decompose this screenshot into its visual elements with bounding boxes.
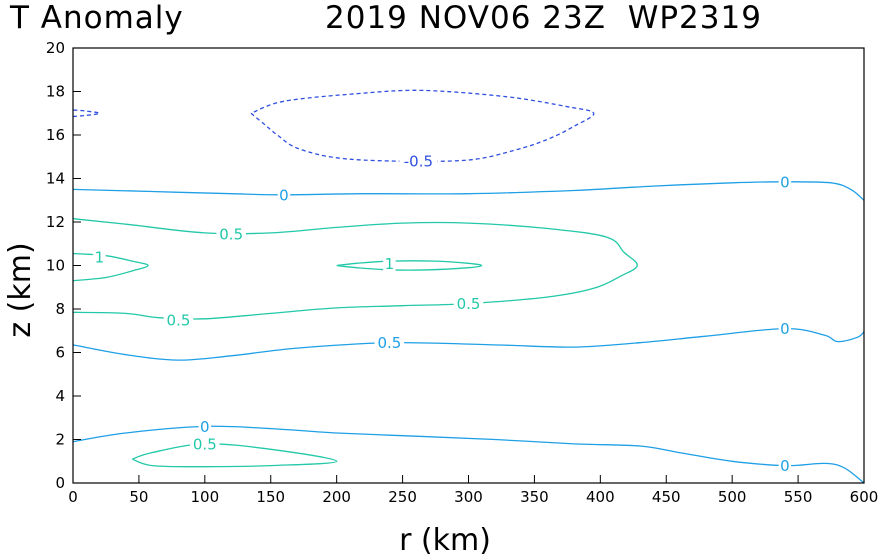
y-tick-label: 20 — [46, 39, 65, 57]
contour-label-bg — [198, 418, 212, 435]
x-axis-label: r (km) — [399, 523, 491, 558]
y-tick-label: 16 — [46, 126, 65, 144]
contour-label: 1 — [385, 255, 395, 273]
y-tick-label: 8 — [55, 300, 65, 318]
contour-label-bg — [163, 311, 194, 328]
x-tick-label: 500 — [718, 488, 747, 506]
contour-line-neg-left — [72, 109, 101, 118]
contour-label-bg — [383, 255, 396, 272]
plot-frame — [72, 47, 865, 484]
y-tick-label: 6 — [55, 344, 65, 362]
x-tick-label: 100 — [191, 488, 220, 506]
chart-subtitle: 2019 NOV06 23Z WP2319 — [325, 0, 762, 36]
y-tick-label: 14 — [46, 170, 65, 188]
contour-label-bg — [453, 295, 484, 312]
y-axis: 0 2 4 6 8 10 12 14 16 18 20 — [46, 39, 81, 492]
y-tick-label: 10 — [46, 257, 65, 275]
contour-label: 0.5 — [193, 435, 217, 453]
contour-label-bg — [93, 248, 106, 265]
contour-label: 0 — [780, 457, 790, 475]
x-tick-label: 0 — [68, 488, 78, 506]
contour-line-pos-low — [132, 443, 338, 468]
contour-label-bg — [374, 334, 405, 351]
x-axis: 0 50 100 150 200 250 300 350 400 450 500 550 600 — [68, 475, 878, 506]
contour-label: -0.5 — [404, 153, 433, 171]
contour-label-bg — [190, 435, 220, 452]
x-tick-label: 350 — [520, 488, 549, 506]
contour-label: 0.5 — [167, 311, 191, 329]
contour-label: 0.5 — [219, 225, 243, 243]
x-tick-label: 600 — [850, 488, 879, 506]
contour-line-zero-low — [72, 425, 865, 484]
contour-label-bg — [778, 173, 792, 190]
contour-label: 0 — [279, 186, 289, 204]
x-tick-label: 450 — [652, 488, 681, 506]
contour-line-zero-6 — [72, 327, 865, 361]
contour-label-bg — [277, 186, 291, 203]
x-tick-label: 200 — [322, 488, 351, 506]
contour-line-pos-one-center — [336, 260, 483, 271]
contour-label-bg — [778, 457, 792, 474]
y-tick-label: 2 — [55, 431, 65, 449]
contour-line-pos-one-left — [72, 252, 149, 282]
contour-label-bg — [216, 225, 246, 242]
x-tick-label: 400 — [586, 488, 615, 506]
contour-label-bg — [399, 153, 438, 170]
chart-title: T Anomaly — [10, 0, 184, 36]
x-tick-label: 250 — [388, 488, 417, 506]
contour-line-zero-14 — [72, 181, 865, 201]
contour-label-bg — [778, 320, 792, 337]
contour-label: 1 — [95, 248, 105, 266]
contour-label: 0 — [200, 418, 210, 436]
x-tick-label: 300 — [454, 488, 483, 506]
y-tick-label: 18 — [46, 83, 65, 101]
plot-border — [72, 47, 865, 484]
contour-label: 0 — [780, 320, 790, 338]
y-tick-label: 12 — [46, 213, 65, 231]
x-tick-label: 150 — [256, 488, 285, 506]
contour-label: 0.5 — [457, 295, 481, 313]
y-tick-label: 0 — [55, 474, 65, 492]
y-axis-label: z (km) — [3, 242, 38, 337]
x-tick-label: 550 — [784, 488, 813, 506]
contour-line-neg-upper — [250, 89, 595, 163]
contour-label: 0.5 — [377, 334, 401, 352]
contour-label: 0 — [780, 173, 790, 191]
contour-line-pos-upper-half — [72, 218, 638, 320]
x-tick-label: 50 — [129, 488, 148, 506]
y-tick-label: 4 — [55, 387, 65, 405]
